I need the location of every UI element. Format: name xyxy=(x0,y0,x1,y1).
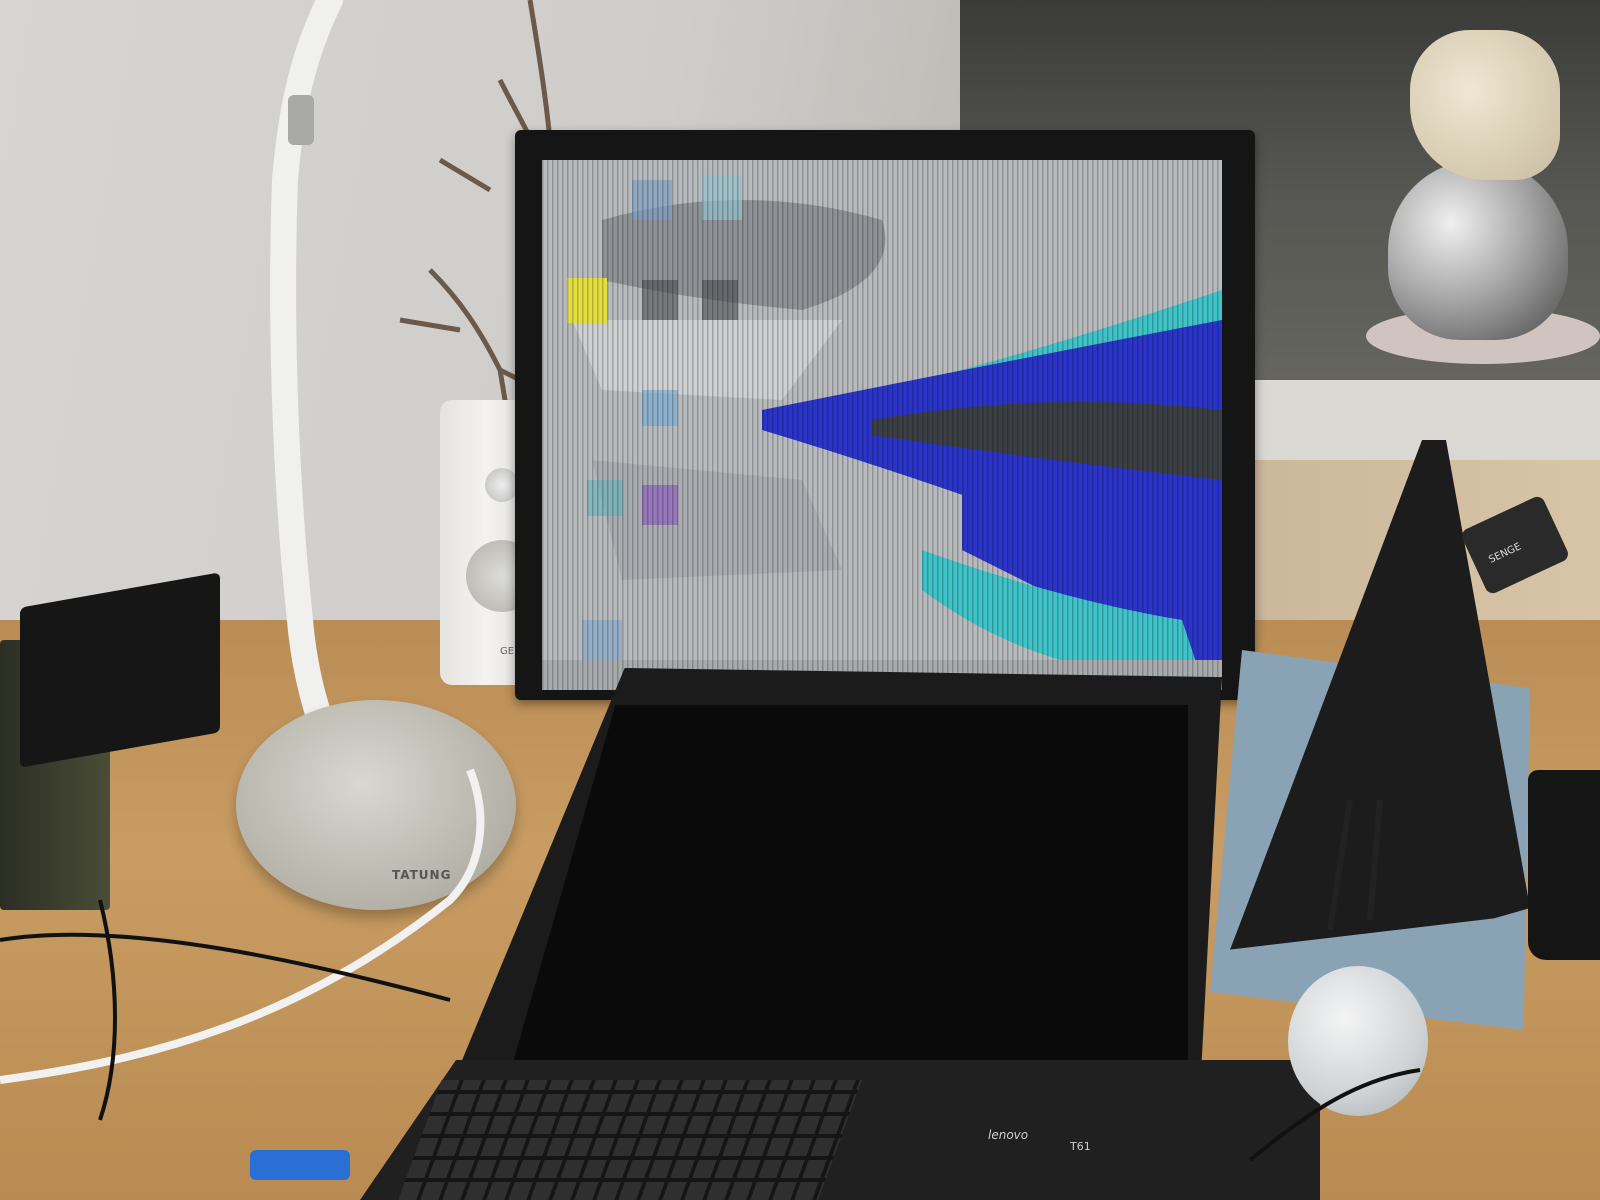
laptop-model-label: T61 xyxy=(1070,1140,1091,1153)
distorted-desktop xyxy=(542,160,1222,690)
laptop-brand-label: lenovo xyxy=(988,1128,1029,1142)
earphone-case xyxy=(1288,966,1428,1116)
speaker-tweeter xyxy=(485,468,519,502)
cables xyxy=(0,768,1421,1180)
monitor-screen xyxy=(542,160,1222,690)
glove xyxy=(1410,30,1560,180)
lamp-arm xyxy=(270,0,343,760)
laptop-screen-off xyxy=(498,705,1188,1115)
kettle xyxy=(1388,160,1568,340)
lamp-brand-label: TATUNG xyxy=(392,868,452,882)
black-mug xyxy=(1528,770,1600,960)
